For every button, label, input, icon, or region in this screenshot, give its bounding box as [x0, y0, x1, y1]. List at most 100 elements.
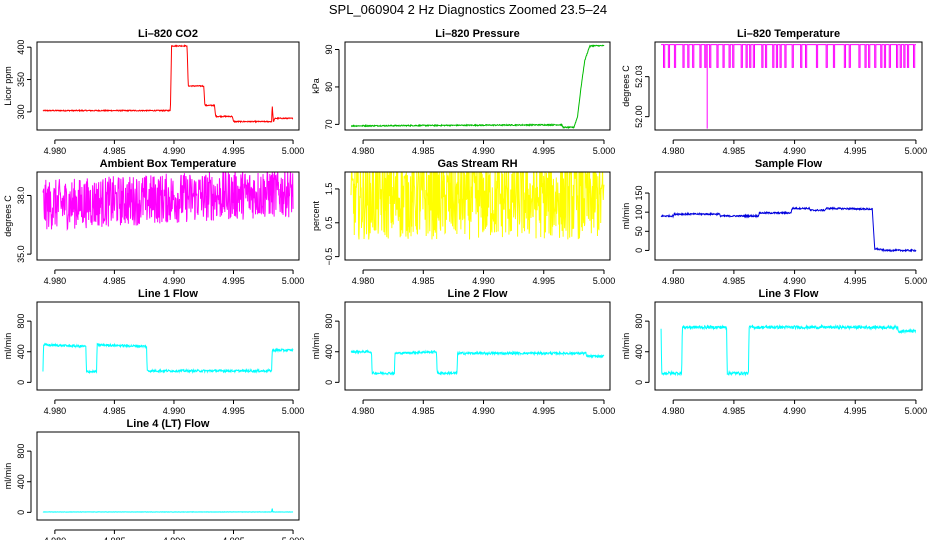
y-tick-label: 150: [634, 186, 644, 201]
y-tick-label: 400: [634, 344, 644, 359]
y-tick-label: 1.5: [324, 183, 334, 196]
x-tick-label: 4.990: [472, 146, 495, 156]
plot-frame: [36, 171, 300, 261]
x-tick-label: 4.995: [844, 406, 867, 416]
x-tick-label: 4.980: [662, 276, 685, 286]
x-tick-label: 4.980: [44, 146, 67, 156]
x-tick-label: 4.990: [163, 406, 186, 416]
chart-panel-8: Line 2 Flow ml/min 4.980 4.985 4.990 4.995 5.0…: [311, 288, 615, 416]
y-axis-label: percent: [311, 200, 321, 231]
y-tick-label: 52.03: [634, 65, 644, 88]
y-tick-label: 400: [16, 474, 26, 489]
chart-panel-9: Line 3 Flow ml/min 4.980 4.985 4.990 4.995 5.0…: [621, 288, 927, 416]
x-tick-label: 5.000: [282, 406, 305, 416]
x-tick-label: 4.985: [103, 536, 126, 540]
x-tick-label: 5.000: [593, 406, 616, 416]
x-tick-label: 5.000: [905, 406, 928, 416]
y-tick-label: 52.00: [634, 105, 644, 128]
x-tick-label: 4.980: [352, 406, 375, 416]
y-tick-label: −0.5: [324, 248, 334, 266]
x-tick-label: 4.995: [532, 146, 555, 156]
data-series-line: [42, 508, 294, 513]
y-tick-label: 80: [324, 82, 334, 92]
x-tick-label: 5.000: [905, 146, 928, 156]
x-tick-label: 5.000: [593, 276, 616, 286]
x-tick-label: 4.990: [783, 276, 806, 286]
x-tick-label: 5.000: [593, 146, 616, 156]
y-tick-label: 0: [16, 510, 26, 515]
x-tick-label: 4.980: [44, 406, 67, 416]
y-tick-label: 0.5: [324, 217, 334, 230]
y-tick-label: 50: [634, 226, 644, 236]
data-series-line: [350, 349, 605, 376]
y-axis-label: ml/min: [621, 203, 631, 230]
y-tick-label: 0: [634, 248, 644, 253]
data-series-line: [660, 323, 917, 377]
chart-title: Li–820 Pressure: [435, 28, 519, 40]
x-tick-label: 4.985: [412, 276, 435, 286]
x-tick-label: 4.985: [723, 146, 746, 156]
y-axis-label: ml/min: [621, 333, 631, 360]
x-tick-label: 4.995: [222, 406, 245, 416]
y-tick-label: 350: [16, 72, 26, 87]
chart-panel-10: Line 4 (LT) Flow ml/min 4.980 4.985 4.990 4.9…: [3, 418, 304, 540]
x-tick-label: 4.990: [163, 536, 186, 540]
chart-title: Line 1 Flow: [138, 288, 198, 300]
x-tick-label: 4.995: [844, 146, 867, 156]
x-tick-label: 4.985: [103, 146, 126, 156]
x-tick-label: 4.980: [44, 536, 67, 540]
chart-panel-4: Ambient Box Temperature degrees C 4.980 4.9…: [3, 158, 304, 286]
y-axis-label: degrees C: [3, 195, 13, 237]
y-axis-label: Licor ppm: [3, 66, 13, 106]
chart-panel-5: Gas Stream RH percent 4.980 4.985 4.990 4.995…: [311, 158, 615, 286]
main-title: SPL_060904 2 Hz Diagnostics Zoomed 23.5–…: [328, 2, 608, 17]
plot-frame: [344, 41, 611, 131]
y-tick-label: 800: [16, 444, 26, 459]
y-axis-label: ml/min: [3, 333, 13, 360]
y-tick-label: 0: [16, 380, 26, 385]
y-tick-label: 800: [324, 314, 334, 329]
chart-title: Line 2 Flow: [448, 288, 508, 300]
chart-title: Line 4 (LT) Flow: [127, 418, 210, 430]
y-tick-label: 300: [16, 104, 26, 119]
y-tick-label: 0: [634, 380, 644, 385]
y-tick-label: 800: [16, 314, 26, 329]
x-tick-label: 4.985: [103, 276, 126, 286]
plot-frame: [654, 301, 923, 391]
y-tick-label: 35.0: [16, 245, 26, 263]
y-tick-label: 38.0: [16, 187, 26, 205]
chart-panel-7: Line 1 Flow ml/min 4.980 4.985 4.990 4.995 5.0…: [3, 288, 304, 416]
plot-frame: [654, 41, 923, 131]
x-tick-label: 5.000: [905, 276, 928, 286]
chart-panel-2: Li–820 Pressure kPa 4.980 4.985 4.990 4.995 5.…: [311, 28, 615, 156]
y-tick-label: 70: [324, 119, 334, 129]
plot-frame: [344, 301, 611, 391]
x-tick-label: 4.985: [103, 406, 126, 416]
x-tick-label: 4.980: [352, 146, 375, 156]
x-tick-label: 4.990: [163, 276, 186, 286]
x-tick-label: 4.980: [662, 146, 685, 156]
x-tick-label: 4.985: [723, 276, 746, 286]
chart-title: Gas Stream RH: [437, 158, 517, 170]
plot-frame: [36, 301, 300, 391]
x-tick-label: 4.995: [532, 406, 555, 416]
x-tick-label: 4.995: [532, 276, 555, 286]
x-tick-label: 4.985: [412, 146, 435, 156]
x-tick-label: 4.995: [222, 536, 245, 540]
y-axis-label: ml/min: [3, 463, 13, 490]
y-axis-label: ml/min: [311, 333, 321, 360]
data-series-line: [42, 172, 294, 232]
chart-title: Line 3 Flow: [759, 288, 819, 300]
x-tick-label: 4.995: [844, 276, 867, 286]
x-tick-label: 4.990: [472, 406, 495, 416]
x-tick-label: 4.980: [662, 406, 685, 416]
y-tick-label: 100: [634, 205, 644, 220]
chart-title: Ambient Box Temperature: [100, 158, 237, 170]
chart-panel-3: Li–820 Temperature degrees C 4.980 4.985 4.9…: [621, 28, 927, 156]
x-tick-label: 4.980: [44, 276, 67, 286]
x-tick-label: 4.990: [472, 276, 495, 286]
chart-panel-6: Sample Flow ml/min 4.980 4.985 4.990 4.995 5.0…: [621, 158, 927, 286]
x-tick-label: 4.990: [163, 146, 186, 156]
chart-panel-1: Li–820 CO2 Licor ppm 4.980 4.985 4.990 4.995 5…: [3, 28, 304, 156]
